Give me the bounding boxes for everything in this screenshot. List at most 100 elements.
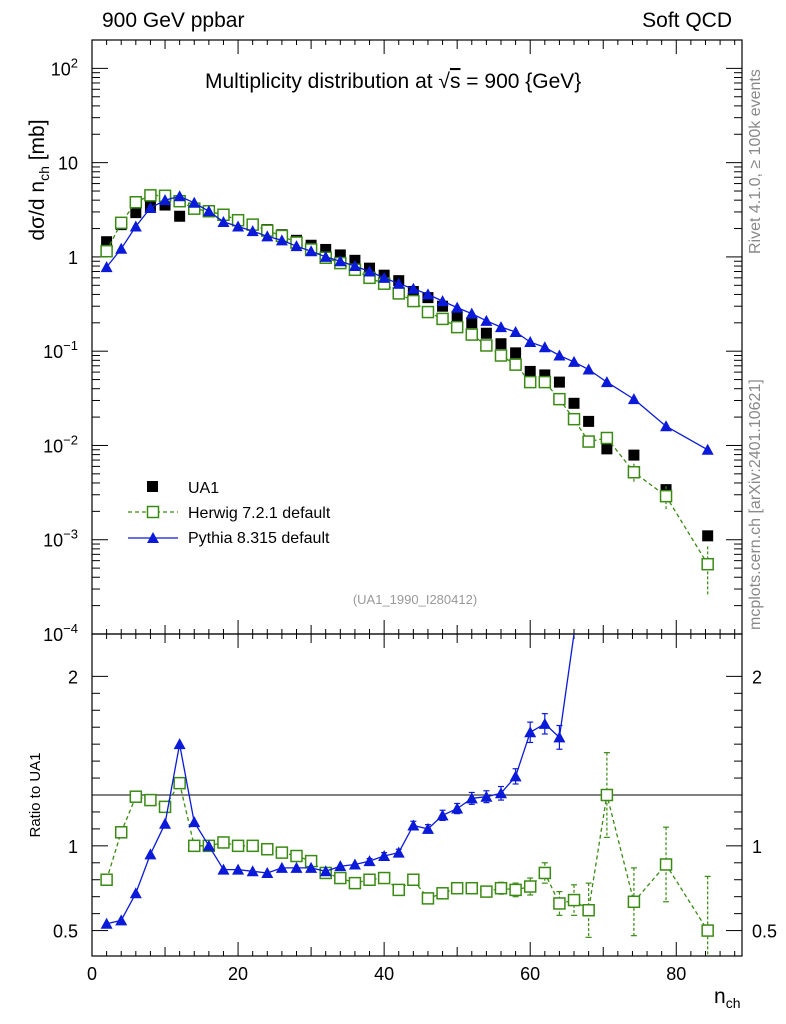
ratio-y-tick-label-right: 0.5 <box>752 922 777 942</box>
herwig-point <box>114 216 128 230</box>
header-right: Soft QCD <box>642 9 732 32</box>
herwig-ratio-point <box>392 883 405 897</box>
herwig-ratio-point <box>377 871 391 885</box>
data-point <box>568 397 580 409</box>
pythia-ratio-point <box>129 887 142 899</box>
herwig-point <box>659 489 673 503</box>
pythia-point <box>129 220 142 232</box>
herwig-point <box>421 305 435 319</box>
pythia-point <box>275 234 288 246</box>
legend-marker-pythia <box>147 532 159 543</box>
herwig-point <box>480 339 493 352</box>
pythia-point <box>392 277 405 289</box>
ratio-axis-ticks: 0.5 0.51 12 20 20 40 60 80 <box>53 634 777 984</box>
herwig-point <box>465 328 479 341</box>
herwig-point <box>582 435 595 448</box>
data-point <box>320 243 332 255</box>
herwig-point <box>509 358 522 371</box>
pythia-ratio-point <box>334 860 347 872</box>
pythia-point <box>188 196 201 208</box>
x-tick-label: 20 <box>228 964 248 984</box>
ratio-y-tick-label-right: 1 <box>752 837 762 857</box>
herwig-ratio-point <box>480 885 493 898</box>
pythia-point <box>538 341 551 353</box>
pythia-point <box>100 261 113 273</box>
pythia-ratio-point <box>173 738 186 750</box>
pythia-point <box>173 190 186 202</box>
pythia-ratio-point <box>451 802 464 814</box>
data-point <box>437 300 449 312</box>
herwig-ratio-point <box>509 883 522 897</box>
pythia-point <box>600 376 613 388</box>
data-point <box>495 338 507 350</box>
herwig-ratio-point <box>114 826 128 839</box>
pythia-ratio-point <box>378 850 391 862</box>
rivet-label: Rivet 4.1.0, ≥ 100k events <box>747 69 764 254</box>
pythia-ratio-point <box>480 790 493 802</box>
pythia-ratio-point <box>159 817 172 829</box>
pythia-ratio-point <box>538 717 551 729</box>
pythia-ratio-point <box>100 917 113 929</box>
pythia-point <box>701 443 714 455</box>
herwig-ratio-point <box>582 903 595 917</box>
header-left: 900 GeV ppbar <box>102 9 245 32</box>
pythia-point <box>524 336 537 348</box>
pythia-point <box>480 314 493 326</box>
herwig-ratio-point <box>129 790 143 803</box>
herwig-ratio-point <box>659 858 673 871</box>
herwig-ratio-point <box>523 880 537 893</box>
pythia-ratio-point <box>524 726 537 738</box>
herwig-ratio-point <box>217 836 230 849</box>
data-point <box>334 249 346 261</box>
herwig-point <box>701 557 714 571</box>
pythia-point <box>319 250 332 262</box>
herwig-point <box>494 349 508 362</box>
pythia-point <box>509 325 522 337</box>
herwig-point <box>392 287 405 300</box>
pythia-ratio-point <box>465 792 478 804</box>
pythia-point <box>159 194 172 206</box>
data-point <box>451 310 463 322</box>
pythia-point <box>334 255 347 267</box>
pythia-ratio-point <box>144 848 157 860</box>
pythia-point <box>115 242 128 254</box>
herwig-ratio-point <box>348 876 362 890</box>
herwig-ratio-point <box>290 849 303 863</box>
pythia-ratio-point <box>188 816 201 828</box>
pythia-point <box>451 301 464 313</box>
herwig-point <box>627 465 641 479</box>
pythia-ratio-point <box>509 770 522 782</box>
pythia-point <box>202 205 215 217</box>
herwig-ratio-point <box>627 895 641 909</box>
herwig-point <box>538 375 552 389</box>
herwig-ratio-point <box>567 893 581 907</box>
pythia-ratio-point <box>363 855 376 867</box>
ratio-y-tick-label: 0.5 <box>53 922 78 942</box>
herwig-ratio-point <box>553 897 566 910</box>
pythia-ratio-point <box>305 861 318 873</box>
ratio-y-tick-label: 1 <box>68 837 78 857</box>
ratio-axis-label: Ratio to UA1 <box>27 752 44 837</box>
herwig-ratio-point <box>275 846 289 859</box>
herwig-ratio-point <box>187 839 201 853</box>
y-tick-label: 102 <box>51 55 78 79</box>
herwig-ratio-point <box>701 924 714 937</box>
herwig-point <box>144 189 157 202</box>
legend-marker-ua1 <box>147 481 158 492</box>
data-point <box>480 327 492 339</box>
pythia-ratio-point <box>348 858 361 870</box>
herwig-point <box>129 196 143 209</box>
pythia-point <box>660 420 673 432</box>
legend-label-ua1: UA1 <box>188 480 219 497</box>
ratio-y-tick-label: 2 <box>68 667 78 687</box>
herwig-ratio-point <box>100 873 113 886</box>
herwig-ratio-point <box>173 776 186 790</box>
herwig-point <box>407 294 420 308</box>
pythia-ratio-point <box>115 914 128 926</box>
data-point <box>174 210 186 222</box>
herwig-ratio-point <box>158 800 172 814</box>
pythia-point <box>232 220 245 232</box>
herwig-ratio-point <box>600 788 614 802</box>
herwig-point <box>450 320 464 334</box>
